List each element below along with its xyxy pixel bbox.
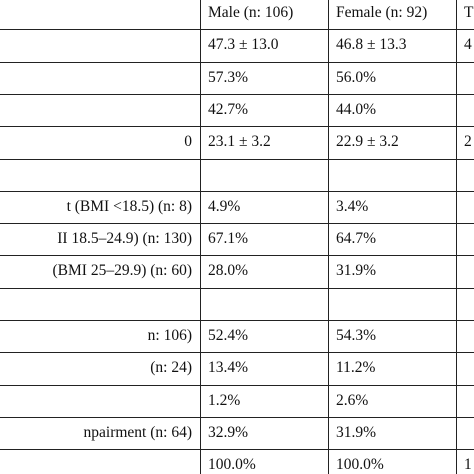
table-cell: 2 — [464, 133, 472, 151]
table-cell: npairment (n: 64) — [83, 423, 192, 441]
row-border — [0, 417, 474, 418]
table-cell: 1.2% — [208, 391, 241, 409]
table-cell: 52.4% — [208, 327, 249, 344]
column-border — [328, 0, 329, 474]
table-cell: 67.1% — [208, 230, 249, 248]
table-cell: 1 — [464, 456, 472, 474]
header-cell: Male (n: 106) — [208, 4, 294, 21]
row-border — [0, 449, 474, 450]
table-cell: 100.0% — [208, 456, 256, 474]
table-cell: 0 — [184, 133, 192, 151]
table-cell: (n: 24) — [150, 359, 192, 377]
table-cell: II 18.5–24.9) (n: 130) — [57, 230, 192, 248]
row-border — [0, 126, 474, 127]
table-cell: 11.2% — [336, 359, 376, 377]
table-cell: 64.7% — [336, 230, 377, 248]
table-cell: 31.9% — [336, 262, 377, 280]
row-border — [0, 29, 474, 30]
table-cell: 54.3% — [336, 327, 377, 344]
table-cell: 31.9% — [336, 423, 377, 441]
column-border — [456, 0, 457, 474]
row-border — [0, 288, 474, 289]
table-cell: 44.0% — [336, 100, 377, 118]
table-cell: n: 106) — [147, 327, 192, 344]
row-border — [0, 191, 474, 192]
table-cell: 42.7% — [208, 100, 249, 118]
row-border — [0, 255, 474, 256]
table-cell: 46.8 ± 13.3 — [336, 36, 407, 54]
table-cell: 28.0% — [208, 262, 249, 280]
table-cell: (BMI 25–29.9) (n: 60) — [52, 262, 193, 280]
table-cell: 100.0% — [336, 456, 384, 474]
row-border — [0, 385, 474, 386]
table-cell: 2.6% — [336, 391, 369, 409]
header-cell: Female (n: 92) — [336, 4, 428, 21]
column-border — [200, 0, 201, 474]
table-cell: 57.3% — [208, 68, 249, 86]
table-cell: 22.9 ± 3.2 — [336, 133, 399, 151]
row-border — [0, 352, 474, 353]
row-border — [0, 94, 474, 95]
header-cell: T — [464, 4, 474, 21]
table-cell: 3.4% — [336, 197, 369, 215]
row-border — [0, 62, 474, 63]
table-cell: 56.0% — [336, 68, 377, 86]
table-cell: 4 — [464, 36, 472, 54]
table-cell: 4.9% — [208, 197, 241, 215]
table-cell: 32.9% — [208, 423, 249, 441]
row-border — [0, 223, 474, 224]
table-cell: t (BMI <18.5) (n: 8) — [66, 197, 192, 215]
row-border — [0, 159, 474, 160]
row-border — [0, 320, 474, 321]
table-cell: 47.3 ± 13.0 — [208, 36, 279, 54]
table-cell: 13.4% — [208, 359, 249, 377]
table-cell: 23.1 ± 3.2 — [208, 133, 271, 151]
